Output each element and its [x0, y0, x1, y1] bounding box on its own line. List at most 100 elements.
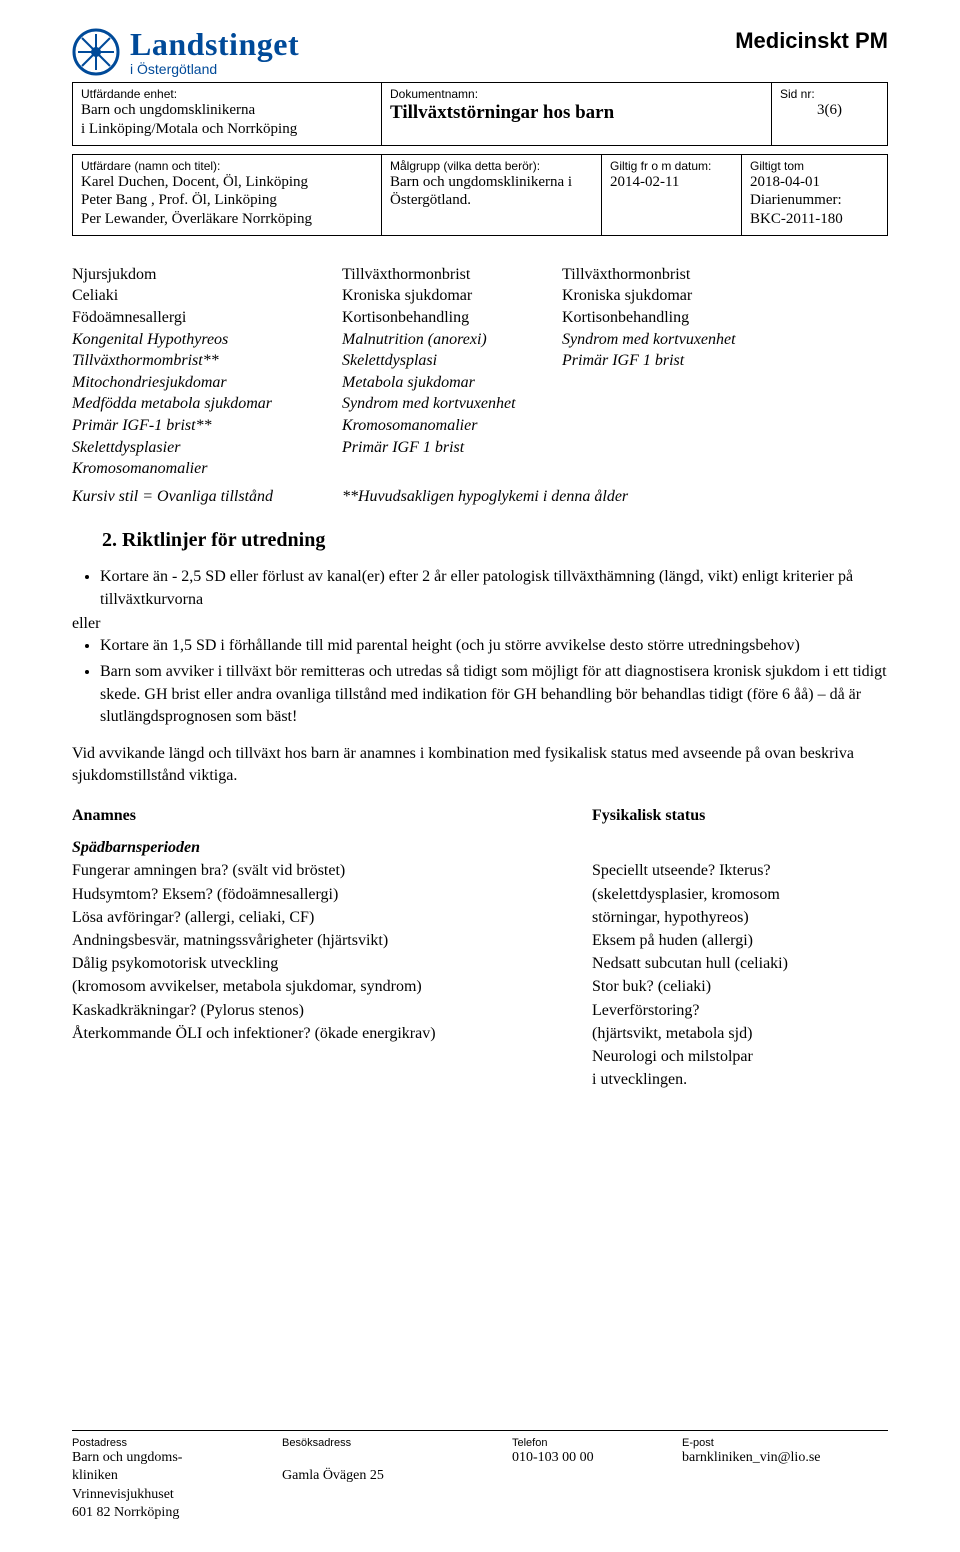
meta-value: 2014-02-11: [610, 173, 733, 192]
meta-label: Målgrupp (vilka detta berör):: [390, 159, 593, 173]
footer: Postadress Barn och ungdoms- kliniken Vr…: [72, 1430, 888, 1522]
list-item: Metabola sjukdomar: [342, 372, 550, 394]
anamnes-list-right: Speciellt utseende? Ikterus?(skelettdysp…: [592, 859, 888, 1091]
list-item: Stor buk? (celiaki): [592, 975, 888, 998]
meta-issuing-unit: Utfärdande enhet: Barn och ungdomsklinik…: [72, 82, 382, 146]
list-item: Celiaki: [72, 285, 330, 307]
footer-divider: [72, 1430, 888, 1431]
meta-row-1: Utfärdande enhet: Barn och ungdomsklinik…: [72, 82, 888, 146]
meta-label: Giltig fr o m datum:: [610, 159, 733, 173]
list-item: Kortisonbehandling: [562, 307, 876, 329]
conditions-col-a: NjursjukdomCeliakiFödoämnesallergiKongen…: [72, 264, 342, 480]
logo-text: Landstinget i Östergötland: [130, 28, 299, 76]
logo-subtitle: i Östergötland: [130, 62, 299, 76]
paragraph: Vid avvikande längd och tillväxt hos bar…: [72, 743, 888, 788]
list-item: Dålig psykomotorisk utveckling: [72, 952, 582, 975]
footnote-right: **Huvudsakligen hypoglykemi i denna ålde…: [342, 486, 888, 508]
list-item: Kroniska sjukdomar: [342, 285, 550, 307]
or-word: eller: [72, 615, 888, 633]
list-item: (kromosom avvikelser, metabola sjukdomar…: [72, 975, 582, 998]
footer-value: barnkliniken_vin@lio.se: [682, 1449, 872, 1467]
meta-label: Utfärdare (namn och titel):: [81, 159, 373, 173]
header-row: Landstinget i Östergötland Medicinskt PM: [72, 28, 888, 76]
bullets-top: Kortare än - 2,5 SD eller förlust av kan…: [72, 566, 888, 611]
subhead: Spädbarnsperioden: [72, 839, 888, 857]
list-item: Tillväxthormonbrist: [562, 264, 876, 286]
meta-value: Barn och ungdomsklinikerna i Linköping/M…: [81, 101, 373, 139]
meta-label: Dokumentnamn:: [390, 87, 763, 101]
fysikalisk-heading: Fysikalisk status: [592, 807, 888, 825]
anamnes-two-col: Fungerar amningen bra? (svält vid bröste…: [72, 859, 888, 1091]
footer-telefon: Telefon 010-103 00 00: [512, 1437, 682, 1522]
list-item: Barn som avviker i tillväxt bör remitter…: [100, 661, 888, 728]
list-item: Födoämnesallergi: [72, 307, 330, 329]
list-item: Kromosomanomalier: [72, 458, 330, 480]
list-item: Lösa avföringar? (allergi, celiaki, CF): [72, 906, 582, 929]
meta-valid-to: Giltigt tom 2018-04-01 Diarienummer: BKC…: [742, 154, 888, 236]
document-type: Medicinskt PM: [735, 28, 888, 54]
anamnes-heading: Anamnes: [72, 807, 592, 825]
footer-label: Besöksadress: [282, 1437, 496, 1449]
list-item: Kroniska sjukdomar: [562, 285, 876, 307]
meta-value: 2018-04-01 Diarienummer: BKC-2011-180: [750, 173, 879, 229]
list-item: Kortare än 1,5 SD i förhållande till mid…: [100, 635, 888, 657]
footer-label: Telefon: [512, 1437, 666, 1449]
anamnes-header-row: Anamnes Fysikalisk status: [72, 807, 888, 825]
conditions-col-b: TillväxthormonbristKroniska sjukdomarKor…: [342, 264, 562, 480]
list-item: (skelettdysplasier, kromosom: [592, 883, 888, 906]
list-item: Kortisonbehandling: [342, 307, 550, 329]
logo-icon: [72, 28, 120, 76]
logo-block: Landstinget i Östergötland: [72, 28, 299, 76]
list-item: (hjärtsvikt, metabola sjd): [592, 1022, 888, 1045]
list-item: Syndrom med kortvuxenhet: [342, 393, 550, 415]
meta-author: Utfärdare (namn och titel): Karel Duchen…: [72, 154, 382, 236]
list-item: Kromosomanomalier: [342, 415, 550, 437]
meta-document-name: Dokumentnamn: Tillväxtstörningar hos bar…: [382, 82, 772, 146]
footer-row: Postadress Barn och ungdoms- kliniken Vr…: [72, 1437, 888, 1522]
conditions-columns: NjursjukdomCeliakiFödoämnesallergiKongen…: [72, 264, 888, 480]
meta-label: Sid nr:: [780, 87, 879, 101]
footer-epost: E-post barnkliniken_vin@lio.se: [682, 1437, 888, 1522]
list-item: Malnutrition (anorexi): [342, 329, 550, 351]
footer-value: Gamla Övägen 25: [282, 1449, 496, 1485]
list-item: Medfödda metabola sjukdomar: [72, 393, 330, 415]
list-item: Primär IGF 1 brist: [342, 437, 550, 459]
list-item: Fungerar amningen bra? (svält vid bröste…: [72, 859, 582, 882]
list-item: Kaskadkräkningar? (Pylorus stenos): [72, 999, 582, 1022]
anamnes-list-left: Fungerar amningen bra? (svält vid bröste…: [72, 859, 592, 1091]
conditions-footnote: Kursiv stil = Ovanliga tillstånd **Huvud…: [72, 486, 888, 508]
meta-value: Karel Duchen, Docent, Öl, Linköping Pete…: [81, 173, 373, 229]
list-item: Andningsbesvär, matningssvårigheter (hjä…: [72, 929, 582, 952]
list-item: Skelettdysplasi: [342, 350, 550, 372]
list-item: Hudsymtom? Eksem? (födoämnesallergi): [72, 883, 582, 906]
list-item: Tillväxthormonbrist: [342, 264, 550, 286]
logo-brand: Landstinget: [130, 28, 299, 60]
bullets-bottom: Kortare än 1,5 SD i förhållande till mid…: [72, 635, 888, 729]
meta-valid-from: Giltig fr o m datum: 2014-02-11: [602, 154, 742, 236]
meta-value: Tillväxtstörningar hos barn: [390, 101, 763, 125]
footnote-left: Kursiv stil = Ovanliga tillstånd: [72, 486, 342, 508]
list-item: Primär IGF 1 brist: [562, 350, 876, 372]
list-item: Primär IGF-1 brist**: [72, 415, 330, 437]
list-item: Syndrom med kortvuxenhet: [562, 329, 876, 351]
list-item: i utvecklingen.: [592, 1068, 888, 1091]
footer-value: 010-103 00 00: [512, 1449, 666, 1467]
list-item: Kortare än - 2,5 SD eller förlust av kan…: [100, 566, 888, 611]
page: Landstinget i Östergötland Medicinskt PM…: [0, 0, 960, 1552]
meta-page-number: Sid nr: 3(6): [772, 82, 888, 146]
list-item: Njursjukdom: [72, 264, 330, 286]
list-item: Tillväxthormombrist**: [72, 350, 330, 372]
meta-label: Utfärdande enhet:: [81, 87, 373, 101]
footer-postadress: Postadress Barn och ungdoms- kliniken Vr…: [72, 1437, 282, 1522]
list-item: Skelettdysplasier: [72, 437, 330, 459]
footer-label: E-post: [682, 1437, 872, 1449]
meta-row-2: Utfärdare (namn och titel): Karel Duchen…: [72, 154, 888, 236]
list-item: Kongenital Hypothyreos: [72, 329, 330, 351]
footer-label: Postadress: [72, 1437, 266, 1449]
meta-label: Giltigt tom: [750, 159, 879, 173]
list-item: Nedsatt subcutan hull (celiaki): [592, 952, 888, 975]
meta-target-group: Målgrupp (vilka detta berör): Barn och u…: [382, 154, 602, 236]
list-item: Återkommande ÖLI och infektioner? (ökade…: [72, 1022, 582, 1045]
footer-value: Barn och ungdoms- kliniken Vrinnevisjukh…: [72, 1449, 266, 1522]
conditions-block: NjursjukdomCeliakiFödoämnesallergiKongen…: [72, 264, 888, 508]
